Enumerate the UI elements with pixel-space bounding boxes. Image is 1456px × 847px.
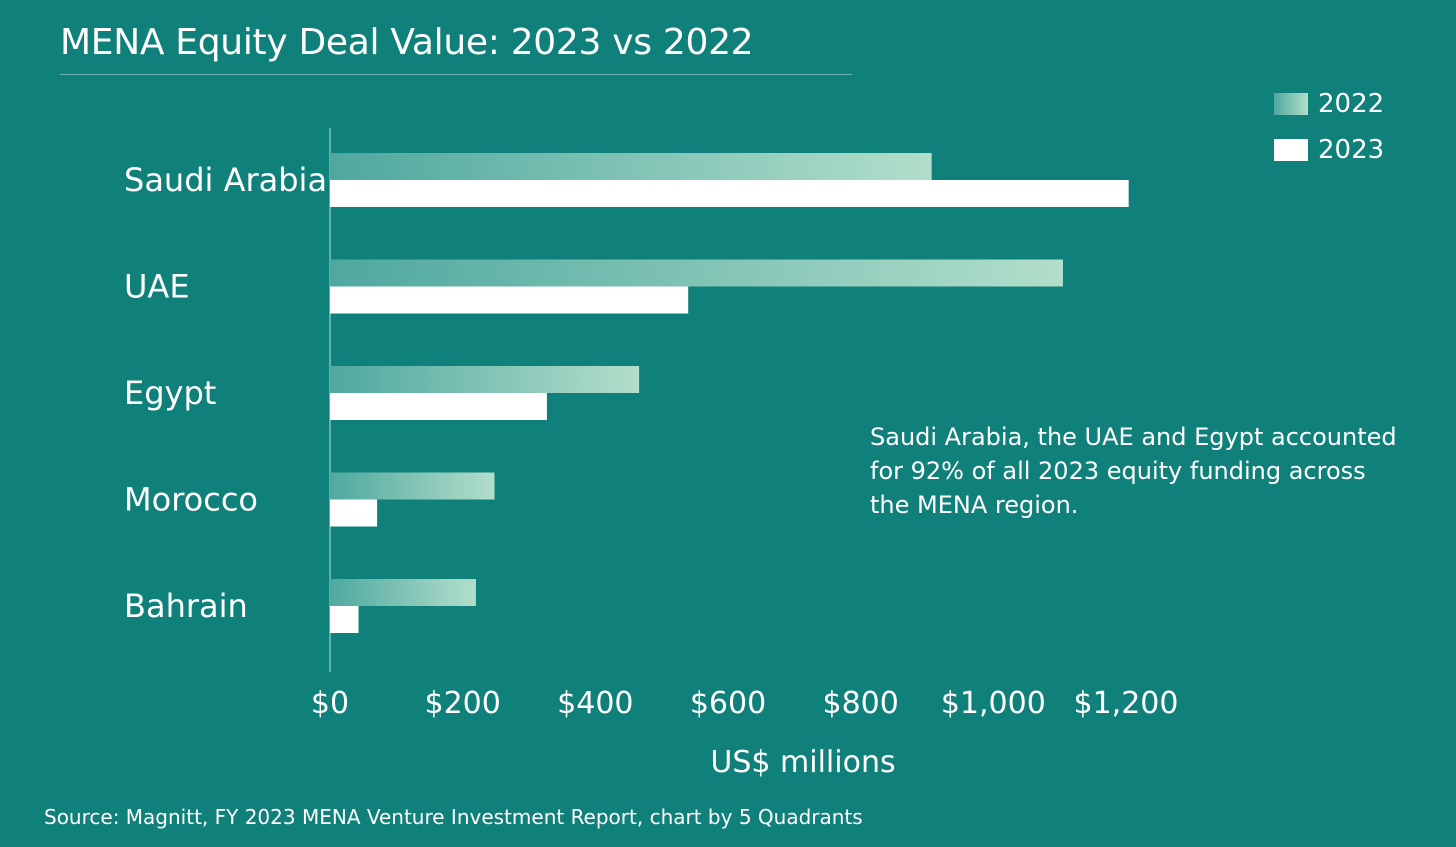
bar-2022-bahrain xyxy=(330,579,476,606)
x-tick-label: $200 xyxy=(424,686,500,721)
bar-2023-bahrain xyxy=(330,606,359,633)
chart-title: MENA Equity Deal Value: 2023 vs 2022 xyxy=(60,22,754,63)
annotation-text: Saudi Arabia, the UAE and Egypt accounte… xyxy=(870,423,1397,519)
legend-swatch-2022 xyxy=(1274,93,1308,115)
x-tick-label: $400 xyxy=(557,686,633,721)
legend-swatch-2023 xyxy=(1274,139,1308,161)
category-label-morocco: Morocco xyxy=(124,481,258,519)
x-tick-label: $0 xyxy=(311,686,349,721)
bar-2022-saudi-arabia xyxy=(330,153,932,180)
category-label-saudi-arabia: Saudi Arabia xyxy=(124,161,327,199)
bar-2023-egypt xyxy=(330,393,547,420)
category-label-bahrain: Bahrain xyxy=(124,587,248,625)
bar-2023-uae xyxy=(330,286,689,314)
x-tick-label: $800 xyxy=(822,686,898,721)
category-label-uae: UAE xyxy=(124,268,190,306)
bars-group xyxy=(330,153,1129,633)
x-tick-label: $600 xyxy=(690,686,766,721)
title-underline xyxy=(60,74,852,75)
legend-item-2023: 2023 xyxy=(1274,134,1444,165)
bar-2022-egypt xyxy=(330,366,640,393)
bar-2023-morocco xyxy=(330,499,378,527)
legend-label-2023: 2023 xyxy=(1318,135,1385,165)
x-tick-labels: $0 $200 $400 $600 $800 $1,000 $1,200 xyxy=(311,686,1179,721)
bar-2022-morocco xyxy=(330,472,495,500)
x-tick-label: $1,000 xyxy=(941,686,1046,721)
category-label-egypt: Egypt xyxy=(124,374,216,412)
x-axis-title: US$ millions xyxy=(710,745,895,780)
bar-2022-uae xyxy=(330,259,1063,287)
category-labels: Saudi Arabia UAE Egypt Morocco Bahrain xyxy=(124,161,327,625)
x-tick-label: $1,200 xyxy=(1074,686,1179,721)
bar-2023-saudi-arabia xyxy=(330,180,1129,207)
source-note: Source: Magnitt, FY 2023 MENA Venture In… xyxy=(44,805,863,829)
legend-label-2022: 2022 xyxy=(1318,89,1385,119)
legend-item-2022: 2022 xyxy=(1274,88,1444,119)
